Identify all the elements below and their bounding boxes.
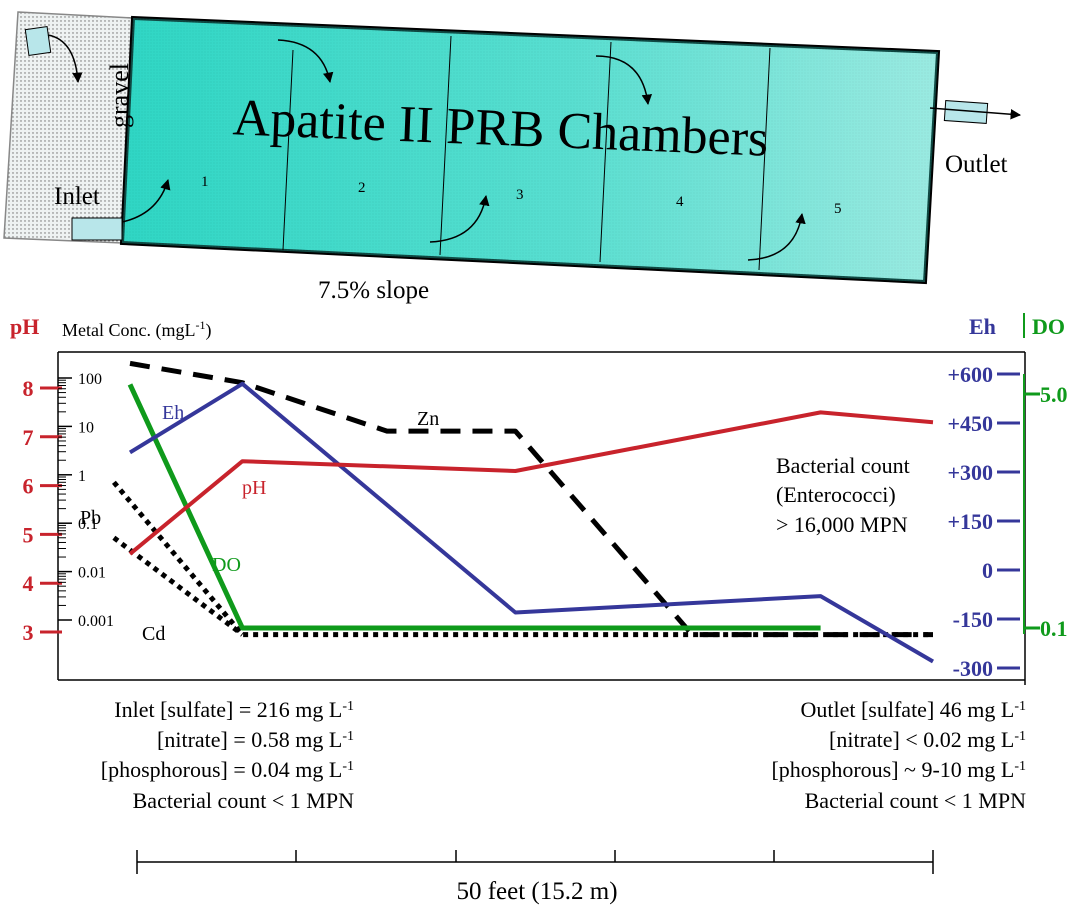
outlet-label: Outlet bbox=[945, 151, 1008, 178]
scale-bar: 50 feet (15.2 m) bbox=[136, 850, 934, 905]
ph-tick-label: 4 bbox=[23, 571, 34, 596]
do-series-label: DO bbox=[212, 554, 241, 576]
chart: pH Metal Conc. (mgL-1) Eh DO 87654310010… bbox=[10, 313, 1068, 685]
eh-tick-label: -150 bbox=[953, 607, 993, 632]
ph-tick-label: 3 bbox=[23, 620, 34, 645]
eh-tick-label: 0 bbox=[982, 558, 993, 583]
chamber-divider bbox=[439, 35, 452, 256]
outlet-info-line: Bacterial count < 1 MPN bbox=[805, 788, 1026, 813]
chamber-number: 5 bbox=[834, 201, 842, 217]
metal-axis-title-sup: -1 bbox=[195, 318, 205, 332]
do-axis-title: DO bbox=[1032, 314, 1065, 339]
metal-tick-label: 1 bbox=[78, 468, 86, 485]
inlet-info-line: [nitrate] = 0.58 mg L-1 bbox=[157, 727, 354, 752]
eh-tick-label: +600 bbox=[947, 362, 993, 387]
metal-tick-label: 10 bbox=[78, 419, 94, 436]
outlet-info-line: [phosphorous] ~ 9-10 mg L-1 bbox=[771, 757, 1026, 782]
ph-tick-label: 8 bbox=[23, 376, 34, 401]
do-series-line bbox=[127, 383, 821, 631]
inlet-label: Inlet bbox=[54, 183, 100, 210]
metal-tick-label: 0.01 bbox=[78, 565, 106, 582]
metal-axis-title: Metal Conc. (mgL-1) bbox=[62, 318, 211, 341]
inlet-info-text: Bacterial count < 1 MPN bbox=[133, 788, 354, 813]
curved-arrow-icon bbox=[121, 178, 171, 223]
inlet-info: Inlet [sulfate] = 216 mg L-1 [nitrate] =… bbox=[101, 697, 354, 813]
inlet-info-text: Inlet [sulfate] = 216 mg L bbox=[114, 697, 342, 722]
eh-series-label: Eh bbox=[162, 402, 184, 424]
chamber-divider bbox=[599, 41, 612, 263]
outlet-info-line: [nitrate] < 0.02 mg L-1 bbox=[829, 727, 1026, 752]
metal-axis-title-close: ) bbox=[205, 320, 211, 341]
outlet-arrow-icon bbox=[929, 107, 1022, 120]
slope-label: 7.5% slope bbox=[318, 277, 429, 304]
ph-tick-label: 5 bbox=[23, 522, 34, 547]
zn-series-line bbox=[129, 360, 933, 638]
bacterial-annotation-line: Bacterial count bbox=[776, 453, 910, 478]
inlet-info-sup: -1 bbox=[342, 699, 354, 714]
outlet-info-sup: -1 bbox=[1014, 759, 1026, 774]
bacterial-annotation-line: (Enterococci) bbox=[776, 482, 896, 507]
chamber-number: 3 bbox=[516, 187, 524, 203]
inlet-info-line: Inlet [sulfate] = 216 mg L-1 bbox=[114, 697, 354, 722]
inlet-top-pipe-icon bbox=[24, 26, 52, 56]
chamber-number: 4 bbox=[676, 194, 684, 210]
cd-series-label: Cd bbox=[142, 623, 165, 645]
eh-tick-label: +450 bbox=[947, 411, 993, 436]
outlet-info: Outlet [sulfate] 46 mg L-1 [nitrate] < 0… bbox=[771, 697, 1026, 813]
ph-tick-label: 7 bbox=[23, 425, 34, 450]
outlet-pipe-icon bbox=[943, 100, 989, 124]
chamber-divider bbox=[282, 49, 294, 251]
eh-axis-title: Eh bbox=[969, 314, 996, 339]
ph-tick-label: 6 bbox=[23, 474, 34, 499]
inlet-info-line: [phosphorous] = 0.04 mg L-1 bbox=[101, 757, 354, 782]
prb-chamber-diagram: Apatite II PRB Chambers gravel Inlet Out… bbox=[3, 11, 1022, 304]
curved-arrow-icon bbox=[747, 212, 806, 261]
cd-series-line bbox=[112, 535, 244, 637]
inlet-info-text: [nitrate] = 0.58 mg L bbox=[157, 727, 342, 752]
pb-series-label: Pb bbox=[80, 507, 101, 529]
outlet-info-sup: -1 bbox=[1014, 729, 1026, 744]
inlet-info-sup: -1 bbox=[342, 759, 354, 774]
ph-series-label: pH bbox=[242, 477, 266, 499]
eh-tick-label: -300 bbox=[953, 656, 993, 681]
inlet-info-text: [phosphorous] = 0.04 mg L bbox=[101, 757, 343, 782]
outlet-info-text: Bacterial count < 1 MPN bbox=[805, 788, 1026, 813]
metal-axis-title-text: Metal Conc. (mgL bbox=[62, 320, 195, 341]
outlet-info-line: Outlet [sulfate] 46 mg L-1 bbox=[800, 697, 1026, 722]
inlet-info-line: Bacterial count < 1 MPN bbox=[133, 788, 354, 813]
metal-tick-label: 0.001 bbox=[78, 613, 114, 630]
curved-arrow-icon bbox=[429, 194, 490, 243]
chamber-divider bbox=[758, 47, 771, 271]
outlet-info-text: Outlet [sulfate] 46 mg L bbox=[800, 697, 1014, 722]
eh-tick-label: +300 bbox=[947, 460, 993, 485]
chamber-number: 1 bbox=[201, 174, 209, 190]
outlet-info-text: [phosphorous] ~ 9-10 mg L bbox=[771, 757, 1014, 782]
eh-series-line bbox=[128, 381, 935, 664]
chamber-number: 2 bbox=[358, 180, 366, 196]
inlet-pipe-icon bbox=[71, 217, 123, 241]
outlet-info-sup: -1 bbox=[1014, 699, 1026, 714]
metal-tick-label: 100 bbox=[78, 371, 102, 388]
scale-bar-label: 50 feet (15.2 m) bbox=[456, 878, 617, 905]
eh-tick-label: +150 bbox=[947, 509, 993, 534]
outlet-info-text: [nitrate] < 0.02 mg L bbox=[829, 727, 1014, 752]
do-tick-label: 0.1 bbox=[1040, 616, 1068, 641]
curved-arrow-icon bbox=[277, 39, 334, 84]
ph-series-line bbox=[128, 410, 934, 556]
metal-tick-label: 0.1 bbox=[78, 516, 98, 533]
curved-arrow-icon bbox=[47, 34, 83, 84]
bacterial-annotation-line: > 16,000 MPN bbox=[776, 512, 908, 537]
inlet-info-sup: -1 bbox=[342, 729, 354, 744]
gravel-label: gravel bbox=[105, 63, 134, 128]
curved-arrow-icon bbox=[595, 55, 653, 106]
zn-series-label: Zn bbox=[417, 408, 439, 430]
ph-axis-title: pH bbox=[10, 314, 39, 339]
do-tick-label: 5.0 bbox=[1040, 382, 1068, 407]
